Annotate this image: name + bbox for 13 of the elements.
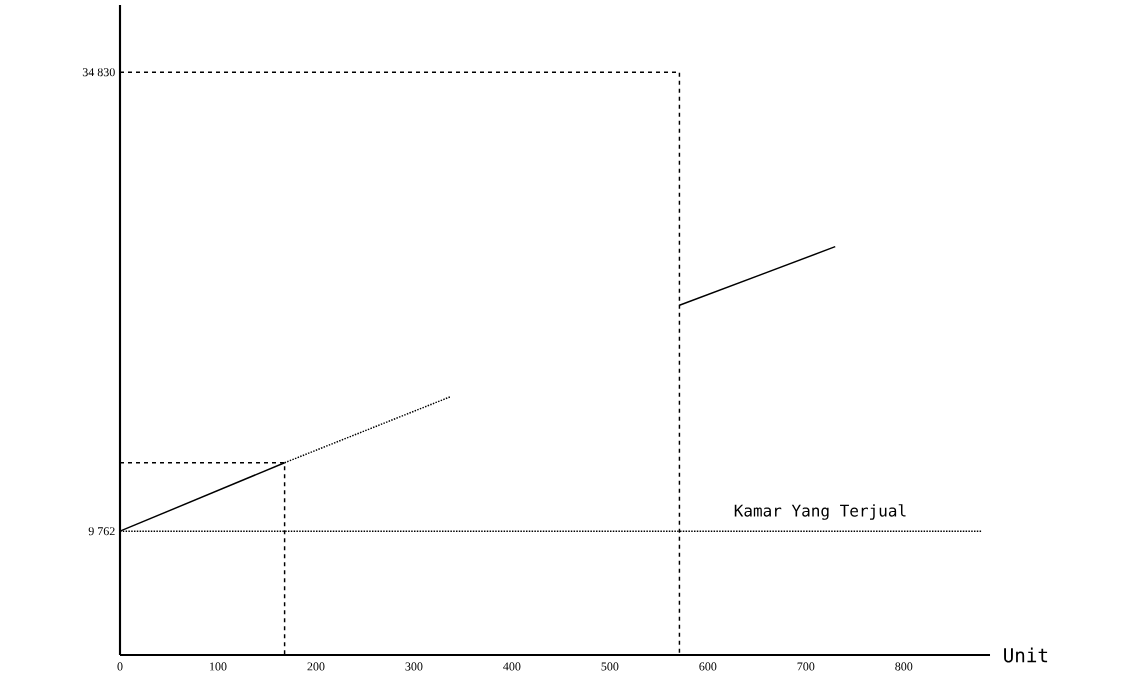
x-tick-label: 300 [405,662,423,671]
y-tick-label: 34 830 [82,68,115,77]
annotation: Kamar Yang Terjual [734,504,906,520]
x-tick-label: 0 [117,662,123,671]
x-axis-title: Unit [1004,647,1048,663]
x-tick-label: 200 [307,662,325,671]
y-tick-label: 9 762 [88,527,115,536]
x-tick-label: 400 [503,662,521,671]
x-tick-label: 500 [601,662,619,671]
x-tick-label: 100 [210,662,227,671]
x-tick-label: 600 [699,662,717,671]
x-tick-label: 700 [797,662,815,671]
x-tick-label: 800 [895,662,913,671]
